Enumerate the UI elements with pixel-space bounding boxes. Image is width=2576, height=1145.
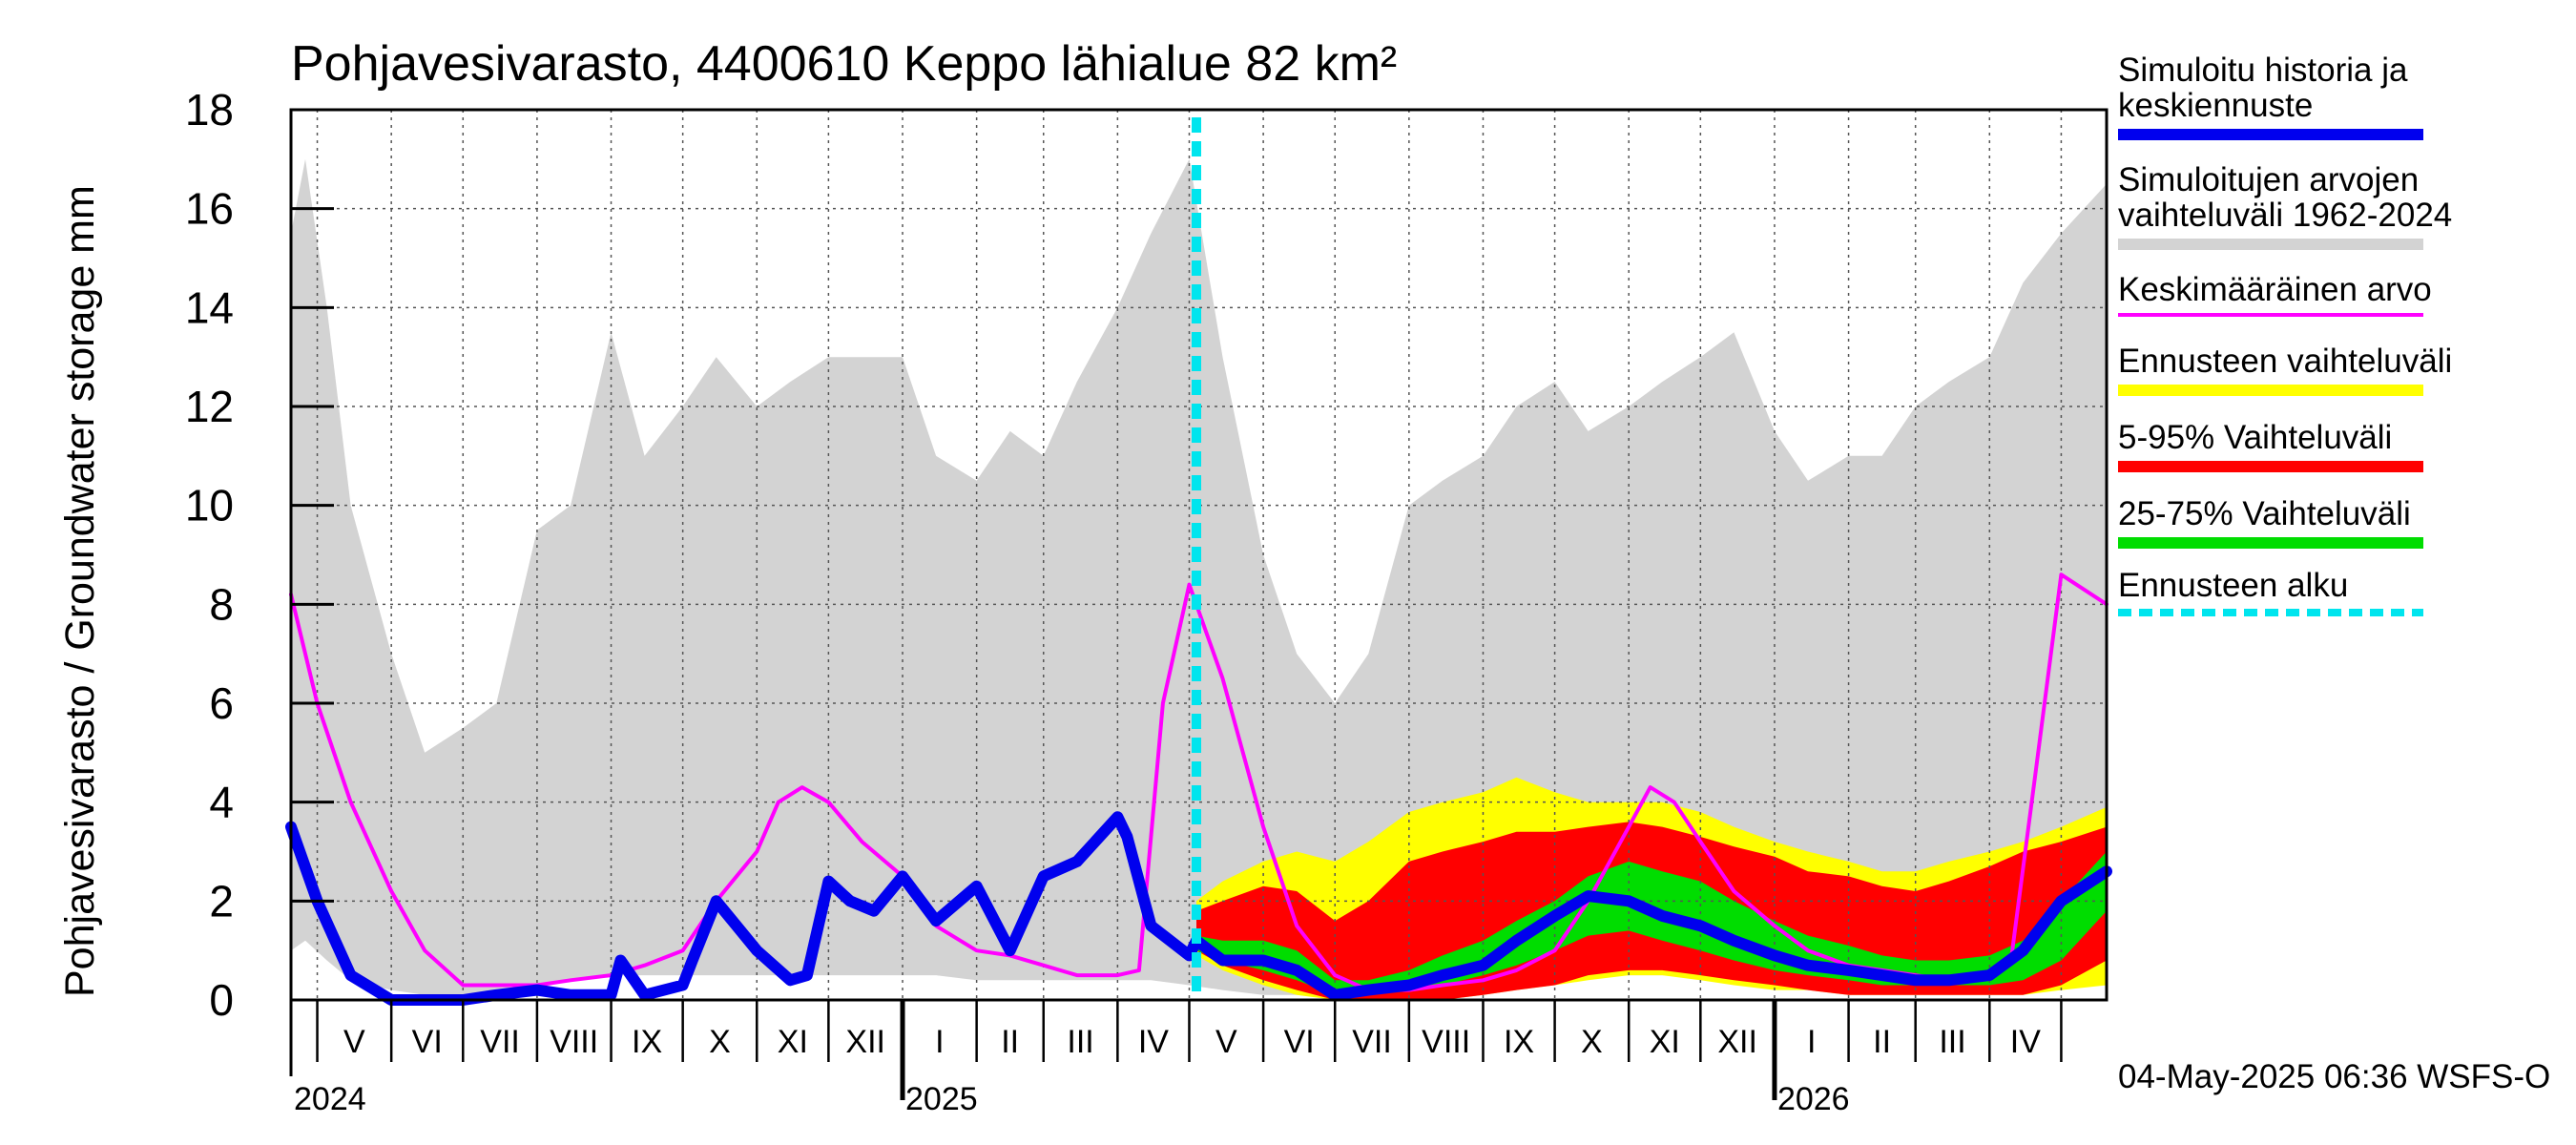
month-label-22: III [1939,1024,1965,1060]
month-label-11: IV [1138,1024,1169,1060]
y-tick-label-6: 12 [185,382,234,431]
month-label-4: IX [632,1024,662,1060]
y-tick-label-5: 10 [185,481,234,531]
series-lines [285,117,2112,1006]
legend-swatch [2118,239,2423,250]
month-label-18: XI [1650,1024,1680,1060]
legend-label: Simuloitujen arvojen vaihteluväli 1962-2… [2118,161,2453,234]
legend-swatch [2118,313,2423,317]
legend-label: 5-95% Vaihteluväli [2118,419,2393,456]
month-label-16: IX [1504,1024,1534,1060]
legend-swatch [2118,609,2423,616]
month-label-20: I [1807,1024,1816,1060]
year-label-1: 2025 [905,1081,978,1117]
y-tick-label-0: 0 [209,975,234,1025]
month-label-13: VI [1284,1024,1315,1060]
month-label-15: VIII [1422,1024,1470,1060]
legend-item: 25-75% Vaihteluväli [2118,495,2566,549]
month-label-0: V [343,1024,365,1060]
month-label-3: VIII [550,1024,598,1060]
month-label-2: VII [480,1024,520,1060]
month-label-8: I [935,1024,944,1060]
month-label-23: IV [2010,1024,2041,1060]
month-label-14: VII [1352,1024,1392,1060]
y-tick-label-3: 6 [209,678,234,728]
year-label-2: 2026 [1777,1081,1850,1117]
y-tick-label-8: 16 [185,184,234,234]
axes [289,108,2109,1100]
legend-swatch [2118,129,2423,140]
y-tick-label-9: 18 [185,85,234,135]
month-label-10: III [1067,1024,1093,1060]
legend-label: Ennusteen alku [2118,567,2349,604]
legend-label: 25-75% Vaihteluväli [2118,495,2411,532]
legend-label: Ennusteen vaihteluväli [2118,343,2453,380]
plot-frame [289,108,2109,1002]
legend-item: Keskimääräinen arvo [2118,271,2566,317]
month-label-7: XII [845,1024,885,1060]
month-label-19: XII [1717,1024,1757,1060]
legend-swatch [2118,385,2423,396]
legend-item: Simuloitujen arvojen vaihteluväli 1962-2… [2118,161,2566,250]
y-tick-label-7: 14 [185,282,234,332]
legend-label: Simuloitu historia ja keskiennuste [2118,52,2408,124]
legend-swatch [2118,461,2423,472]
month-label-1: VI [412,1024,443,1060]
legend-item: 5-95% Vaihteluväli [2118,419,2566,472]
chart-title: Pohjavesivarasto, 4400610 Keppo lähialue… [291,36,1397,92]
month-label-21: II [1873,1024,1891,1060]
month-label-9: II [1001,1024,1019,1060]
month-label-17: X [1581,1024,1603,1060]
y-tick-label-1: 2 [209,876,234,926]
timestamp-footer: 04-May-2025 06:36 WSFS-O [2118,1058,2550,1095]
month-label-6: XI [778,1024,808,1060]
legend-label: Keskimääräinen arvo [2118,271,2432,308]
series-line-1 [285,811,2112,1006]
month-label-5: X [709,1024,731,1060]
y-axis-label: Pohjavesivarasto / Groundwater storage m… [57,185,103,997]
legend-swatch [2118,537,2423,549]
legend-item: Simuloitu historia ja keskiennuste [2118,52,2566,140]
y-tick-label-4: 8 [209,579,234,629]
month-label-12: V [1215,1024,1237,1060]
y-tick-label-2: 4 [209,778,234,827]
legend-item: Ennusteen vaihteluväli [2118,343,2566,396]
band-3 [1196,851,2107,995]
legend-item: Ennusteen alku [2118,567,2566,616]
year-label-0: 2024 [294,1081,366,1117]
